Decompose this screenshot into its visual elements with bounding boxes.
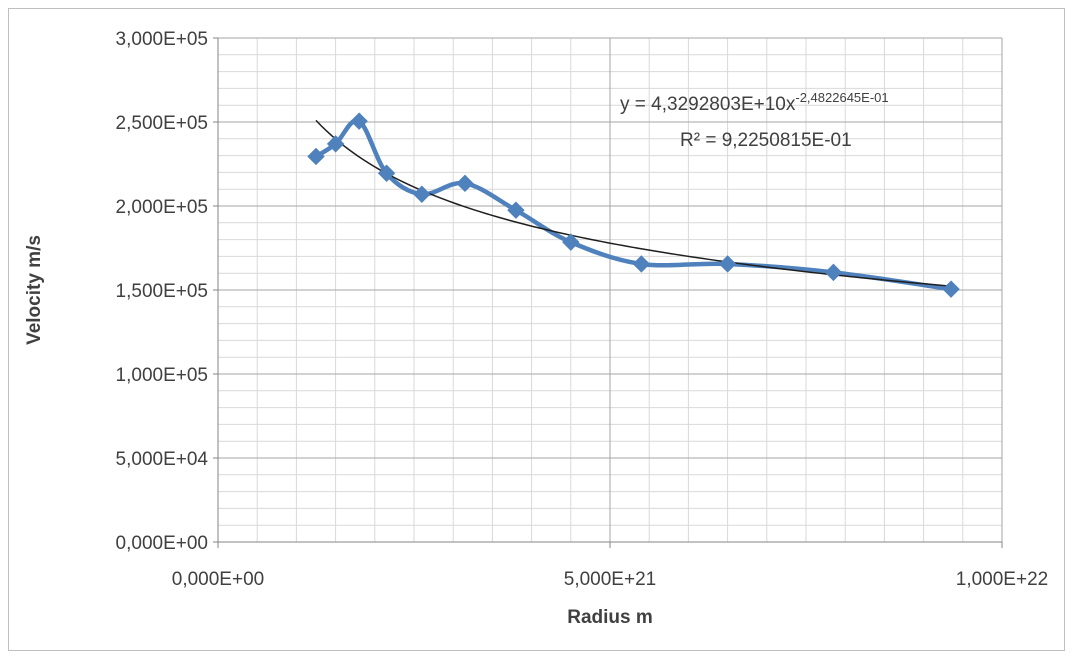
y-tick-label: 2,000E+05 [116, 197, 208, 218]
data-point-marker [942, 280, 960, 298]
y-tick-label: 2,500E+05 [116, 113, 208, 134]
y-axis-title: Velocity m/s [24, 235, 45, 345]
data-point-marker [456, 174, 474, 193]
data-point-marker [377, 164, 396, 182]
y-tick-label: 0,000E+00 [116, 533, 208, 554]
trendline-equation-main: y = 4,3292803E+10x [620, 94, 796, 115]
x-axis-title: Radius m [567, 607, 653, 628]
y-tick-label: 5,000E+04 [116, 449, 209, 470]
data-point-marker [413, 185, 431, 203]
y-tick-label: 1,500E+05 [116, 281, 208, 302]
data-point-marker [350, 112, 368, 130]
x-tick-label: 1,000E+22 [956, 569, 1048, 590]
trendline-equation-exponent: -2,4822645E-01 [795, 90, 888, 105]
data-point-marker [507, 201, 525, 219]
chart-border [8, 8, 1065, 651]
y-tick-labels: 0,000E+00 5,000E+04 1,000E+05 1,500E+05 2,00… [116, 29, 209, 554]
data-point-marker [562, 233, 580, 251]
x-tick-label: 5,000E+21 [564, 569, 656, 590]
data-point-marker [307, 147, 325, 166]
major-gridlines [218, 37, 1003, 542]
data-point-marker [632, 255, 651, 273]
data-point-marker [824, 263, 843, 282]
y-tick-label: 1,000E+05 [116, 365, 208, 386]
axes [213, 37, 1003, 548]
data-point-marker [718, 255, 737, 273]
trendline-equation: y = 4,3292803E+10x-2,4822645E-01 [620, 90, 889, 115]
x-tick-label: 0,000E+00 [172, 569, 264, 590]
y-tick-label: 3,000E+05 [116, 29, 208, 50]
data-point-marker [326, 135, 345, 153]
markers-layer [307, 112, 960, 298]
trendline-r-squared: R² = 9,2250815E-01 [680, 130, 852, 151]
x-tick-labels: 0,000E+00 5,000E+21 1,000E+22 [172, 569, 1048, 590]
